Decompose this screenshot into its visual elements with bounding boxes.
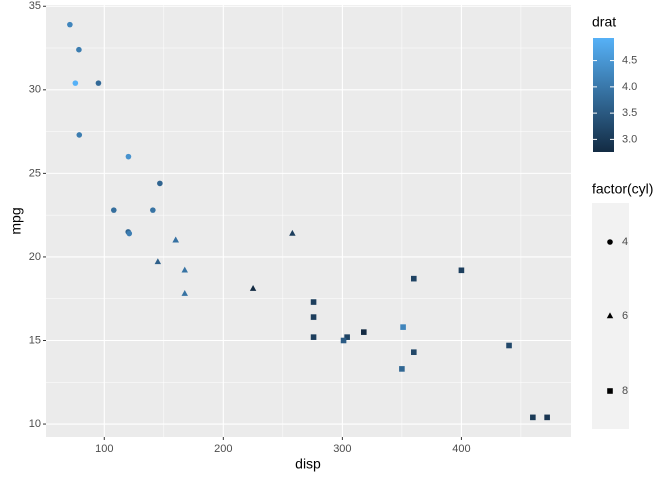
y-tick-label: 20: [29, 251, 41, 263]
point: [181, 266, 188, 273]
point: [157, 180, 163, 187]
legend-key: [607, 388, 613, 394]
point: [95, 80, 102, 86]
point: [154, 258, 162, 265]
shape-legend-title: factor(cyl): [592, 181, 653, 197]
point: [530, 414, 536, 421]
y-axis-label: mpg: [8, 207, 24, 234]
point: [410, 349, 417, 355]
colorbar-label: 3.5: [622, 107, 637, 119]
point: [76, 132, 83, 138]
point: [506, 342, 512, 349]
y-tick-label: 15: [29, 334, 41, 346]
x-tick-label: 100: [95, 443, 113, 455]
point: [289, 229, 296, 236]
y-tick-label: 30: [29, 84, 41, 96]
y-tick-label: 25: [29, 167, 41, 179]
panel: [46, 5, 571, 437]
point: [310, 334, 317, 340]
legend-label: 4: [622, 236, 628, 248]
x-tick-label: 300: [333, 443, 351, 455]
point: [544, 414, 550, 421]
point: [181, 290, 188, 296]
y-tick-label: 10: [29, 418, 41, 430]
color-legend-title: drat: [592, 14, 616, 30]
colorbar-label: 4.5: [622, 54, 637, 66]
point: [126, 230, 133, 237]
point: [310, 299, 317, 305]
colorbar: [593, 38, 614, 152]
point: [125, 153, 132, 160]
point: [76, 46, 82, 53]
legend-label: 8: [622, 385, 628, 397]
point: [310, 314, 317, 320]
x-axis-label: disp: [295, 456, 321, 472]
legend-key: [607, 239, 613, 245]
point: [72, 80, 79, 86]
point: [172, 236, 179, 243]
point: [360, 329, 367, 335]
colorbar-label: 4.0: [622, 81, 637, 93]
legend-label: 6: [622, 310, 628, 322]
point: [410, 275, 417, 282]
x-tick-label: 200: [214, 443, 232, 455]
point: [400, 324, 406, 330]
grid: [46, 5, 571, 437]
x-tick-label: 400: [452, 443, 470, 455]
legend-key: [606, 312, 614, 319]
colorbar-label: 3.0: [622, 133, 637, 145]
point: [458, 267, 465, 274]
point: [340, 337, 347, 344]
point: [67, 21, 73, 28]
point: [150, 207, 156, 213]
y-tick-label: 35: [29, 0, 41, 12]
point: [344, 334, 350, 340]
point: [249, 285, 257, 291]
point: [399, 366, 405, 372]
point: [110, 207, 117, 213]
